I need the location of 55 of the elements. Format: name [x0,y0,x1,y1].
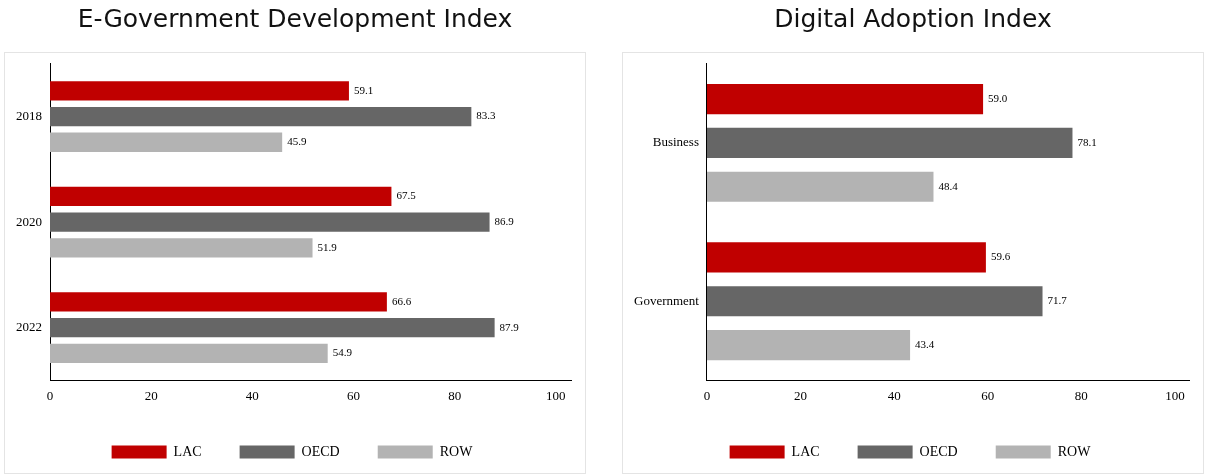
x-tick-label: 80 [448,387,462,403]
bar [50,186,392,207]
bar [50,318,495,338]
data-label: 48.4 [938,179,959,192]
x-tick-label: 40 [245,387,259,403]
data-label: 78.1 [1077,135,1097,148]
bar [50,343,328,363]
data-label: 54.9 [332,346,353,359]
data-label: 86.9 [494,214,515,227]
bar [50,238,313,258]
data-label: 43.4 [915,337,935,350]
x-tick-label: 20 [144,387,158,403]
bar [706,84,984,115]
x-tick-label: 40 [887,387,901,403]
legend-label: OECD [301,443,340,459]
x-tick-label: 60 [347,387,360,403]
data-label: 45.9 [287,135,307,148]
legend-label: OECD [919,443,958,459]
legend-label: ROW [439,443,474,459]
legend-label: ROW [1057,443,1092,459]
data-label: 59.6 [990,250,1011,263]
bar [706,127,1073,159]
bar [50,106,472,127]
x-tick-label: 0 [46,387,54,403]
bar [706,286,1043,317]
x-tick-label: 60 [981,387,995,403]
data-label: 51.9 [317,240,338,253]
y-tick-label: 2022 [16,319,42,335]
data-label: 59.0 [988,92,1008,105]
x-tick-label: 20 [794,387,808,403]
bar [706,329,911,361]
data-label: 66.6 [391,294,412,307]
bar [50,292,387,312]
bar [50,212,490,232]
data-label: 59.1 [353,83,374,96]
bar [50,132,283,152]
legend-label: LAC [173,443,202,459]
legend-label: LAC [791,443,820,459]
data-label: 71.7 [1047,294,1068,307]
chart-title: Digital Adoption Index [773,4,1053,33]
y-tick-label: 2018 [16,107,42,123]
bar [706,171,934,202]
x-tick-label: 100 [546,387,566,403]
bar [50,81,349,101]
data-label: 87.9 [499,320,520,333]
x-tick-label: 100 [1165,387,1185,403]
data-label: 83.3 [476,109,497,122]
x-tick-label: 80 [1074,387,1088,403]
y-tick-label: Business [652,134,699,150]
x-tick-label: 0 [703,387,711,403]
y-tick-label: Government [634,292,700,308]
data-label: 67.5 [396,189,417,202]
chart-title: E-Government Development Index [76,4,514,33]
bar [706,242,986,273]
y-tick-label: 2020 [16,213,42,229]
